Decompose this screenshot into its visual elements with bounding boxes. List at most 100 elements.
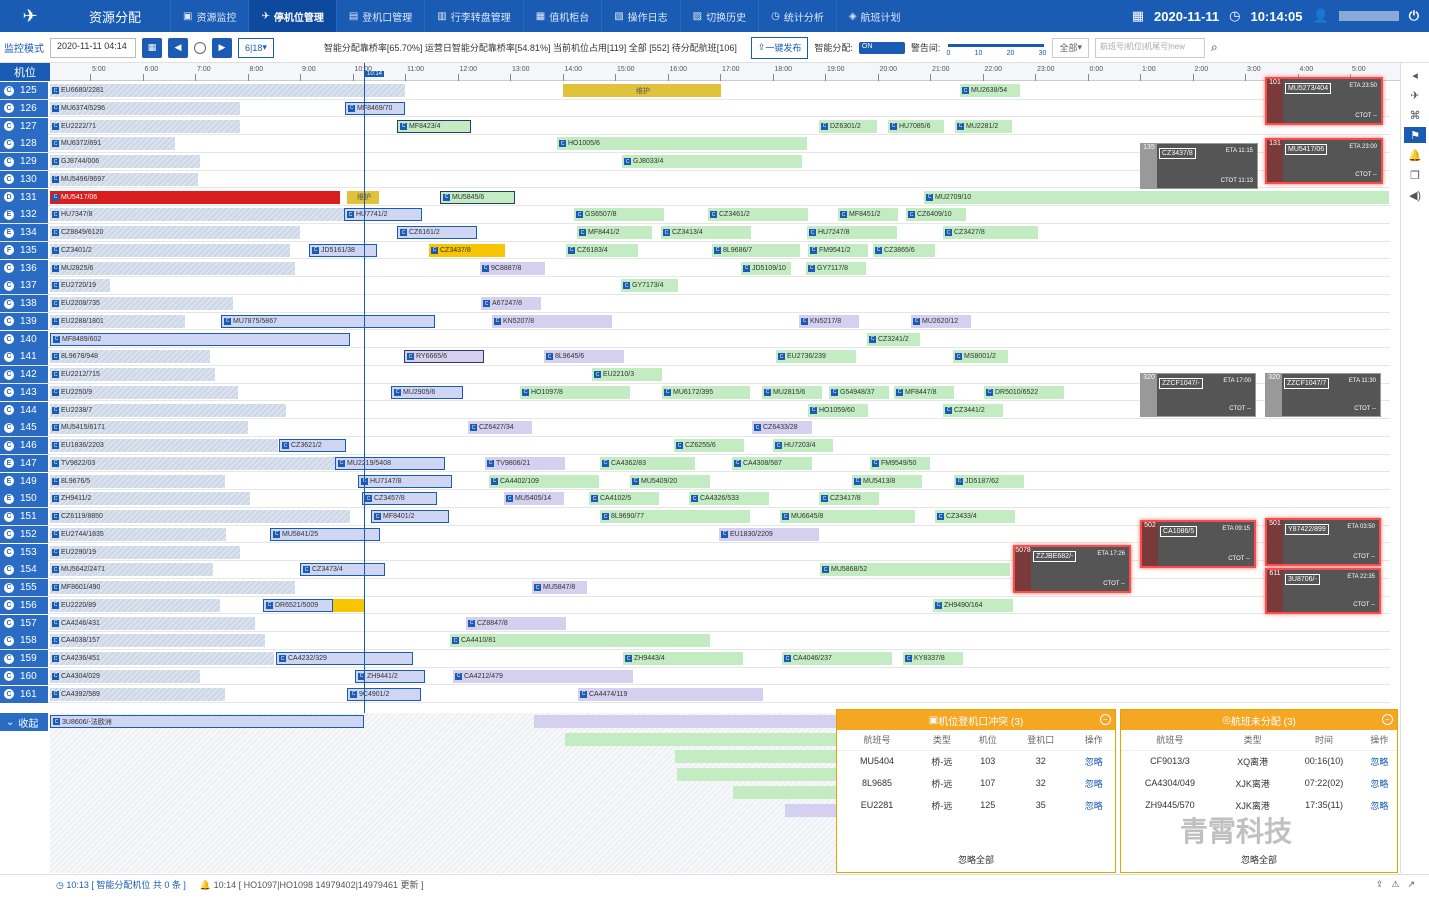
flight-bar[interactable]: C MU2620/12 (911, 314, 971, 328)
radio-toggle[interactable] (194, 41, 206, 54)
flight-bar[interactable]: C HU7085/6 (888, 119, 944, 133)
flight-alert-card[interactable]: 320 ZZCF1047/- ETA 17:00 CTOT -- (1140, 373, 1256, 417)
flight-bar[interactable]: C CA4410/81 (450, 634, 710, 648)
stand-label[interactable]: E 132 (0, 206, 48, 224)
flight-alert-card[interactable]: 131 MU5417/06 ETA 23:00 CTOT -- (1265, 138, 1383, 184)
filter-select[interactable]: 全部 ▾ (1052, 37, 1089, 58)
stand-label[interactable]: C 160 (0, 667, 48, 685)
flight-bar[interactable] (333, 598, 364, 612)
flight-bar[interactable]: C MU5847/8 (532, 581, 587, 594)
flight-bar[interactable]: C EU2720/19 (50, 279, 110, 293)
flight-bar[interactable]: C CA4038/157 (50, 634, 265, 648)
stand-label[interactable]: E 150 (0, 490, 48, 508)
flight-bar[interactable]: C HU7741/2 (344, 208, 422, 222)
ignore-link[interactable]: 忽略 (1084, 800, 1103, 811)
flight-bar[interactable]: C G54948/37 (829, 385, 889, 399)
stand-label[interactable]: F 135 (0, 241, 48, 259)
stand-label[interactable]: C 154 (0, 561, 48, 579)
flight-bar[interactable]: C CA4304/029 (50, 669, 200, 683)
flight-alert-card[interactable]: 611 3U8706/- ETA 22:35 CTOT -- (1265, 568, 1381, 614)
flight-bar[interactable]: C MU5868/52 (820, 563, 1010, 577)
flag-icon[interactable]: ⚑ (1404, 127, 1426, 143)
flight-bar[interactable]: C MU5415/6171 (50, 421, 248, 435)
publish-icon[interactable]: ⇪ (1375, 879, 1384, 889)
flight-bar[interactable]: C CZ6255/6 (674, 439, 744, 452)
next-button[interactable]: ▶ (212, 37, 232, 58)
flight-bar[interactable]: C CA4046/237 (782, 652, 892, 665)
warning-icon[interactable]: ⚠ (1391, 879, 1400, 889)
flight-bar[interactable]: C FM9549/50 (870, 456, 930, 470)
flight-bar[interactable]: C MU2825/6 (50, 261, 295, 275)
flight-bar[interactable]: C MU5409/20 (630, 474, 710, 488)
maintenance-block[interactable]: 维护 (347, 190, 379, 204)
stand-label[interactable]: D 131 (0, 188, 48, 206)
flight-bar[interactable]: C CZ3241/2 (867, 332, 920, 346)
stand-label[interactable]: C 161 (0, 685, 48, 703)
stand-label[interactable]: C 152 (0, 525, 48, 543)
flight-bar[interactable]: C GJ8744/006 (50, 155, 200, 168)
flight-bar[interactable]: C MU5413/8 (852, 474, 922, 488)
flight-bar[interactable]: C 9C8887/8 (480, 261, 545, 275)
flight-bar[interactable]: C EU1836/2203 (50, 439, 278, 452)
stand-label[interactable]: C 137 (0, 277, 48, 295)
flight-bar[interactable]: C MU5417/06 (50, 190, 340, 204)
close-icon[interactable]: − (1382, 714, 1393, 725)
stand-label[interactable]: C 157 (0, 614, 48, 632)
flight-bar[interactable]: C MU6172/395 (662, 385, 750, 399)
stand-label[interactable]: C 143 (0, 383, 48, 401)
flight-bar[interactable]: C EU2208/735 (50, 297, 233, 310)
flight-bar[interactable] (534, 715, 840, 728)
ignore-link[interactable]: 忽略 (1084, 756, 1103, 767)
flight-bar[interactable]: C EU2222/71 (50, 119, 240, 133)
flight-bar[interactable]: C CZ3457/8 (362, 492, 437, 506)
flight-bar[interactable]: C CA4326/533 (689, 492, 769, 506)
flight-bar[interactable]: C MU6645/8 (780, 510, 915, 523)
flight-bar[interactable]: C CZ6119/8850 (50, 510, 350, 523)
nav-item-switch-history[interactable]: ▨ 切换历史 (679, 0, 758, 32)
flight-bar[interactable]: C DZ6301/2 (819, 119, 877, 133)
flight-bar[interactable]: C MF8601/490 (50, 581, 295, 594)
flight-bar[interactable]: C HO1097/8 (520, 385, 630, 399)
nav-item-gate-management[interactable]: ▤ 登机口管理 (335, 0, 424, 32)
copy-icon[interactable]: ❐ (1410, 169, 1420, 182)
flight-bar[interactable]: C CA4392/589 (50, 687, 225, 701)
flight-bar[interactable]: C EU1830/2209 (719, 527, 819, 541)
flight-bar[interactable]: C CZ3865/6 (873, 243, 935, 257)
flight-bar[interactable]: C MU2281/2 (955, 119, 1012, 133)
flight-bar[interactable]: C 9C4901/2 (347, 687, 421, 701)
collapse-button[interactable]: ⌄ 收起 (0, 713, 48, 731)
nav-item-checkin-counter[interactable]: ▦ 值机柜台 (522, 0, 601, 32)
flight-bar[interactable]: C CZ6161/2 (397, 226, 477, 239)
flight-bar[interactable]: C MF8469/70 (345, 101, 405, 115)
flight-alert-card[interactable]: 135 CZ3437/8 ETA 11:15 CTOT 11:13 (1140, 143, 1258, 189)
stand-label[interactable]: C 142 (0, 366, 48, 383)
prev-button[interactable]: ◀ (168, 37, 188, 58)
search-input[interactable]: 航班号|机位|机尾号|new (1094, 37, 1205, 58)
flight-bar[interactable]: C CZ3621/2 (279, 439, 346, 452)
flight-alert-card[interactable]: 5078 ZZJBE682/- ETA 17:26 CTOT -- (1013, 545, 1131, 593)
flight-bar[interactable]: C MU2638/54 (960, 84, 1020, 97)
stand-label[interactable]: C 138 (0, 295, 48, 312)
flight-bar[interactable]: C HO1059/60 (808, 403, 868, 417)
flight-bar[interactable]: C MU6374/5296 (50, 101, 240, 115)
flight-bar[interactable]: C ZH9443/4 (623, 652, 743, 665)
flight-bar[interactable]: C MU5845/6 (440, 190, 515, 204)
ignore-link[interactable]: 忽略 (1370, 800, 1389, 811)
flight-bar[interactable] (733, 786, 840, 799)
flight-bar[interactable]: C CA4102/5 (589, 492, 659, 506)
ignore-link[interactable]: 忽略 (1370, 756, 1389, 767)
flight-bar[interactable]: C 8L9645/6 (544, 350, 624, 364)
stand-label[interactable]: C 127 (0, 117, 48, 135)
ignore-all-button[interactable]: 忽略全部 (957, 855, 994, 865)
flight-bar[interactable]: C TV9806/21 (485, 456, 565, 470)
flight-bar[interactable]: C DR6521/5009 (263, 598, 333, 612)
flight-bar[interactable]: C MU2219/5408 (335, 456, 445, 470)
flight-bar[interactable] (677, 768, 840, 781)
flight-bar[interactable]: C CA4232/329 (276, 652, 413, 665)
page-select[interactable]: 6|18 ▾ (238, 37, 274, 58)
nav-item-resource-monitor[interactable]: ▣ 资源监控 (170, 0, 248, 32)
flight-bar[interactable]: C CZ3413/4 (661, 226, 751, 239)
stand-label[interactable]: C 153 (0, 543, 48, 561)
flight-bar[interactable] (565, 733, 840, 746)
flight-bar[interactable]: C MU6372/691 (50, 137, 175, 151)
